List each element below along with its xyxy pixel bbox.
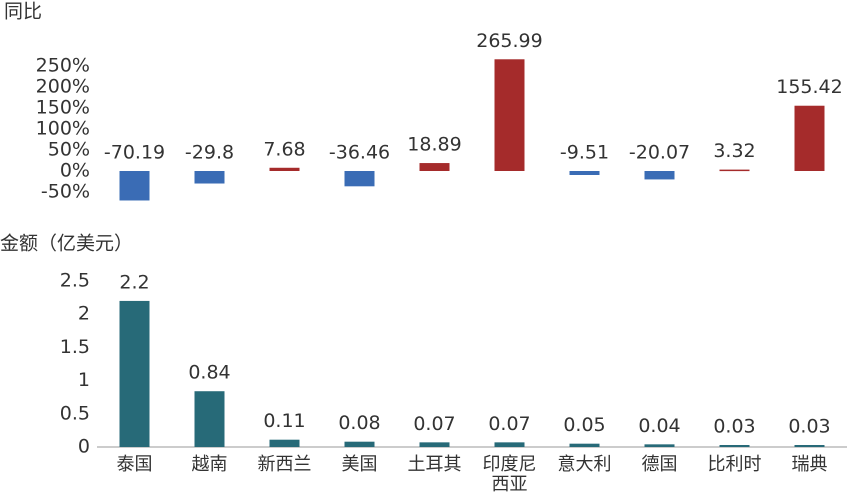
data-label: -36.46: [329, 142, 390, 164]
y-tick-label: 2.5: [60, 270, 90, 292]
data-label: 0.07: [413, 413, 455, 435]
bar: [194, 391, 225, 447]
bar: [719, 445, 750, 447]
x-tick-label: 泰国: [117, 454, 153, 475]
x-tick-label: 瑞典: [792, 454, 828, 475]
bar: [494, 59, 525, 172]
y-tick-label: 2: [78, 303, 90, 325]
data-label: 18.89: [407, 134, 461, 156]
bar: [344, 441, 375, 447]
y-tick-label: 150%: [36, 97, 90, 119]
y-tick-label: 0.5: [60, 402, 90, 424]
data-label: 7.68: [263, 138, 305, 160]
x-tick-label: 印度尼西亚: [483, 454, 537, 493]
bar: [119, 171, 150, 201]
x-tick-label: 新西兰: [258, 454, 312, 475]
data-label: -9.51: [560, 142, 609, 164]
data-label: 0.03: [713, 416, 755, 438]
data-label: 2.2: [119, 271, 149, 293]
bar: [569, 171, 600, 175]
bar: [719, 169, 750, 172]
data-label: -70.19: [104, 142, 165, 164]
y-tick-label: 0: [78, 436, 90, 458]
data-label: 0.84: [188, 362, 230, 384]
bar: [569, 443, 600, 447]
data-label: 155.42: [776, 76, 842, 98]
bar: [269, 439, 300, 447]
y-tick-label: 250%: [36, 55, 90, 77]
x-tick-label: 意大利: [558, 454, 612, 475]
bar: [794, 105, 825, 171]
data-label: 0.07: [488, 413, 530, 435]
y-tick-label: 200%: [36, 76, 90, 98]
y-tick-label: 50%: [48, 139, 90, 161]
y-tick-label: 1.5: [60, 336, 90, 358]
data-label: 0.11: [263, 410, 305, 432]
data-label: 3.32: [713, 140, 755, 162]
x-tick-label: 美国: [342, 454, 378, 475]
y-axis-title: 同比: [4, 1, 42, 23]
data-label: 265.99: [476, 30, 542, 52]
data-label: 0.05: [563, 414, 605, 436]
y-tick-label: -50%: [41, 181, 90, 203]
y-tick-label: 100%: [36, 118, 90, 140]
bar: [794, 445, 825, 447]
bar: [644, 444, 675, 447]
data-label: -29.8: [185, 142, 234, 164]
bar: [194, 171, 225, 184]
data-label: -20.07: [629, 142, 690, 164]
x-tick-label: 德国: [642, 454, 678, 475]
y-tick-label: 1: [78, 369, 90, 391]
bar: [119, 300, 150, 447]
bar: [269, 167, 300, 171]
bar: [344, 171, 375, 187]
data-label: 0.03: [788, 416, 830, 438]
bar: [644, 171, 675, 180]
x-tick-label: 土耳其: [408, 454, 462, 475]
x-tick-label: 比利时: [708, 454, 762, 475]
y-axis-title: 金额（亿美元）: [0, 233, 133, 255]
bar: [419, 442, 450, 447]
bar: [419, 163, 450, 171]
data-label: 0.04: [638, 415, 680, 437]
y-tick-label: 0%: [60, 160, 90, 182]
x-tick-label: 越南: [192, 454, 228, 475]
data-label: 0.08: [338, 412, 380, 434]
bar: [494, 442, 525, 447]
